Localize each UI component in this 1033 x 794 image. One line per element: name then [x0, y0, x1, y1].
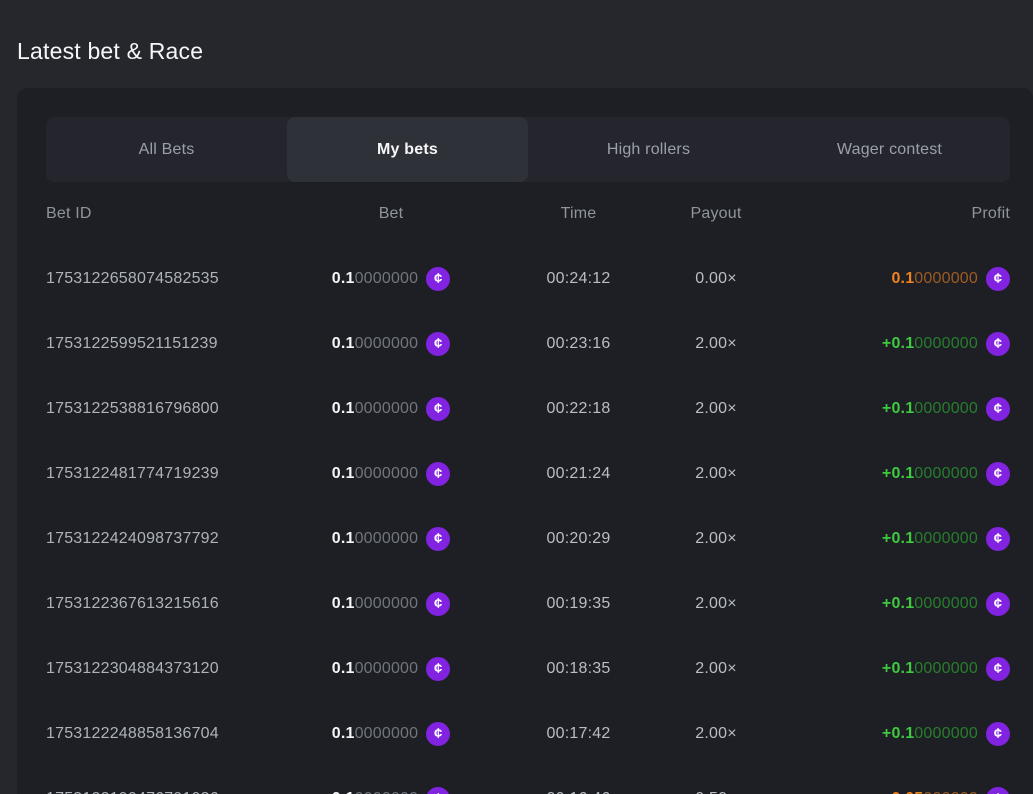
bet-payout: 0.00× [695, 270, 736, 288]
bet-time: 00:24:12 [547, 270, 611, 288]
bet-amount: 0.10000000¢ [332, 332, 451, 356]
bet-profit: +0.10000000¢ [882, 657, 1010, 681]
bet-id: 1753122367613215616 [46, 595, 286, 613]
table-row[interactable]: 1753122424098737792 0.10000000¢ 00:20:29… [46, 506, 1010, 571]
bet-time: 00:23:16 [547, 335, 611, 353]
coin-icon: ¢ [426, 527, 450, 551]
bet-time: 00:16:46 [547, 790, 611, 794]
table-row[interactable]: 1753122190476791936 0.10000000¢ 00:16:46… [46, 766, 1010, 794]
bet-id: 1753122538816796800 [46, 400, 286, 418]
tab-wager-contest[interactable]: Wager contest [769, 117, 1010, 182]
header-payout: Payout [690, 205, 741, 223]
bet-profit: +0.10000000¢ [882, 397, 1010, 421]
bet-payout: 2.00× [695, 725, 736, 743]
coin-icon: ¢ [426, 267, 450, 291]
bet-profit: +0.10000000¢ [882, 527, 1010, 551]
bet-profit: 0.05000000¢ [891, 787, 1010, 794]
bet-id: 1753122190476791936 [46, 790, 286, 794]
coin-icon: ¢ [426, 397, 450, 421]
table-row[interactable]: 1753122481774719239 0.10000000¢ 00:21:24… [46, 441, 1010, 506]
latest-bets-panel: All Bets My bets High rollers Wager cont… [17, 88, 1033, 794]
bet-time: 00:21:24 [547, 465, 611, 483]
coin-icon: ¢ [426, 592, 450, 616]
bets-tabbar: All Bets My bets High rollers Wager cont… [46, 117, 1010, 182]
bet-amount: 0.10000000¢ [332, 722, 451, 746]
table-row[interactable]: 1753122538816796800 0.10000000¢ 00:22:18… [46, 376, 1010, 441]
bet-payout: 2.00× [695, 465, 736, 483]
bet-amount: 0.10000000¢ [332, 462, 451, 486]
tab-all-bets[interactable]: All Bets [46, 117, 287, 182]
table-row[interactable]: 1753122304884373120 0.10000000¢ 00:18:35… [46, 636, 1010, 701]
table-row[interactable]: 1753122599521151239 0.10000000¢ 00:23:16… [46, 311, 1010, 376]
bet-id: 1753122599521151239 [46, 335, 286, 353]
coin-icon: ¢ [986, 332, 1010, 356]
table-header: Bet ID Bet Time Payout Profit [46, 182, 1010, 246]
bet-payout: 2.00× [695, 400, 736, 418]
coin-icon: ¢ [986, 592, 1010, 616]
bet-profit: +0.10000000¢ [882, 462, 1010, 486]
bet-id: 1753122658074582535 [46, 270, 286, 288]
tab-my-bets[interactable]: My bets [287, 117, 528, 182]
table-body: 1753122658074582535 0.10000000¢ 00:24:12… [46, 246, 1010, 794]
bet-profit: +0.10000000¢ [882, 332, 1010, 356]
bet-id: 1753122481774719239 [46, 465, 286, 483]
bet-payout: 2.00× [695, 595, 736, 613]
header-time: Time [561, 205, 597, 223]
coin-icon: ¢ [986, 527, 1010, 551]
bet-id: 1753122424098737792 [46, 530, 286, 548]
coin-icon: ¢ [426, 462, 450, 486]
page-title: Latest bet & Race [17, 38, 203, 65]
coin-icon: ¢ [986, 787, 1010, 794]
header-bet: Bet [379, 205, 404, 223]
coin-icon: ¢ [426, 332, 450, 356]
coin-icon: ¢ [986, 657, 1010, 681]
bet-time: 00:22:18 [547, 400, 611, 418]
bet-amount: 0.10000000¢ [332, 787, 451, 794]
header-bet-id: Bet ID [46, 205, 286, 223]
coin-icon: ¢ [986, 462, 1010, 486]
bet-amount: 0.10000000¢ [332, 527, 451, 551]
coin-icon: ¢ [986, 397, 1010, 421]
coin-icon: ¢ [986, 722, 1010, 746]
bet-amount: 0.10000000¢ [332, 397, 451, 421]
bet-payout: 2.00× [695, 530, 736, 548]
coin-icon: ¢ [426, 657, 450, 681]
table-row[interactable]: 1753122658074582535 0.10000000¢ 00:24:12… [46, 246, 1010, 311]
bet-time: 00:20:29 [547, 530, 611, 548]
bet-payout: 2.00× [695, 335, 736, 353]
coin-icon: ¢ [426, 787, 450, 794]
bet-id: 1753122304884373120 [46, 660, 286, 678]
tab-high-rollers[interactable]: High rollers [528, 117, 769, 182]
coin-icon: ¢ [986, 267, 1010, 291]
bet-profit: 0.10000000¢ [891, 267, 1010, 291]
bet-time: 00:19:35 [547, 595, 611, 613]
bet-payout: 2.00× [695, 660, 736, 678]
table-row[interactable]: 1753122248858136704 0.10000000¢ 00:17:42… [46, 701, 1010, 766]
table-row[interactable]: 1753122367613215616 0.10000000¢ 00:19:35… [46, 571, 1010, 636]
bet-id: 1753122248858136704 [46, 725, 286, 743]
coin-icon: ¢ [426, 722, 450, 746]
header-profit: Profit [971, 205, 1010, 223]
bet-time: 00:18:35 [547, 660, 611, 678]
bet-profit: +0.10000000¢ [882, 592, 1010, 616]
bet-amount: 0.10000000¢ [332, 592, 451, 616]
bet-payout: 0.50× [695, 790, 736, 794]
bet-time: 00:17:42 [547, 725, 611, 743]
bet-amount: 0.10000000¢ [332, 657, 451, 681]
bet-amount: 0.10000000¢ [332, 267, 451, 291]
bet-profit: +0.10000000¢ [882, 722, 1010, 746]
